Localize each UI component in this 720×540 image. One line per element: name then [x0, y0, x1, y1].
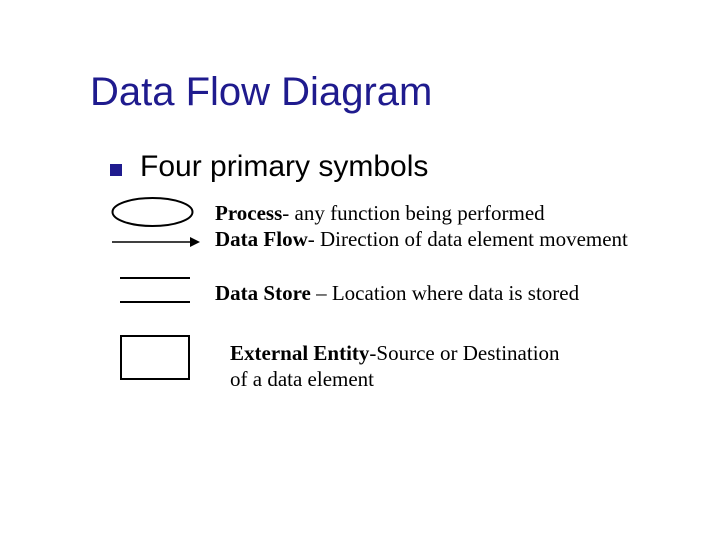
bullet-square-icon	[110, 164, 122, 176]
external-entity-label-bold: External Entity	[230, 341, 369, 365]
data-store-desc: Data Store – Location where data is stor…	[215, 280, 579, 306]
process-label-bold: Process	[215, 201, 282, 225]
slide-subtitle: Four primary symbols	[140, 150, 428, 184]
data-flow-desc: Data Flow- Direction of data element mov…	[215, 226, 628, 252]
data-flow-label-rest: - Direction of data element movement	[308, 227, 628, 251]
data-flow-label-bold: Data Flow	[215, 227, 308, 251]
data-flow-arrow-icon	[110, 235, 202, 249]
external-entity-desc: External Entity-Source or Destination of…	[230, 340, 560, 393]
slide-title: Data Flow Diagram	[90, 70, 432, 115]
slide: Data Flow Diagram Four primary symbols P…	[0, 0, 720, 540]
external-entity-rect-icon	[120, 335, 190, 380]
data-store-icon	[120, 275, 190, 305]
data-store-label-rest: – Location where data is stored	[311, 281, 579, 305]
process-desc: Process- any function being performed	[215, 200, 545, 226]
data-store-label-bold: Data Store	[215, 281, 311, 305]
process-label-rest: - any function being performed	[282, 201, 544, 225]
process-ellipse-icon	[110, 195, 195, 229]
subtitle-row: Four primary symbols	[110, 150, 428, 184]
